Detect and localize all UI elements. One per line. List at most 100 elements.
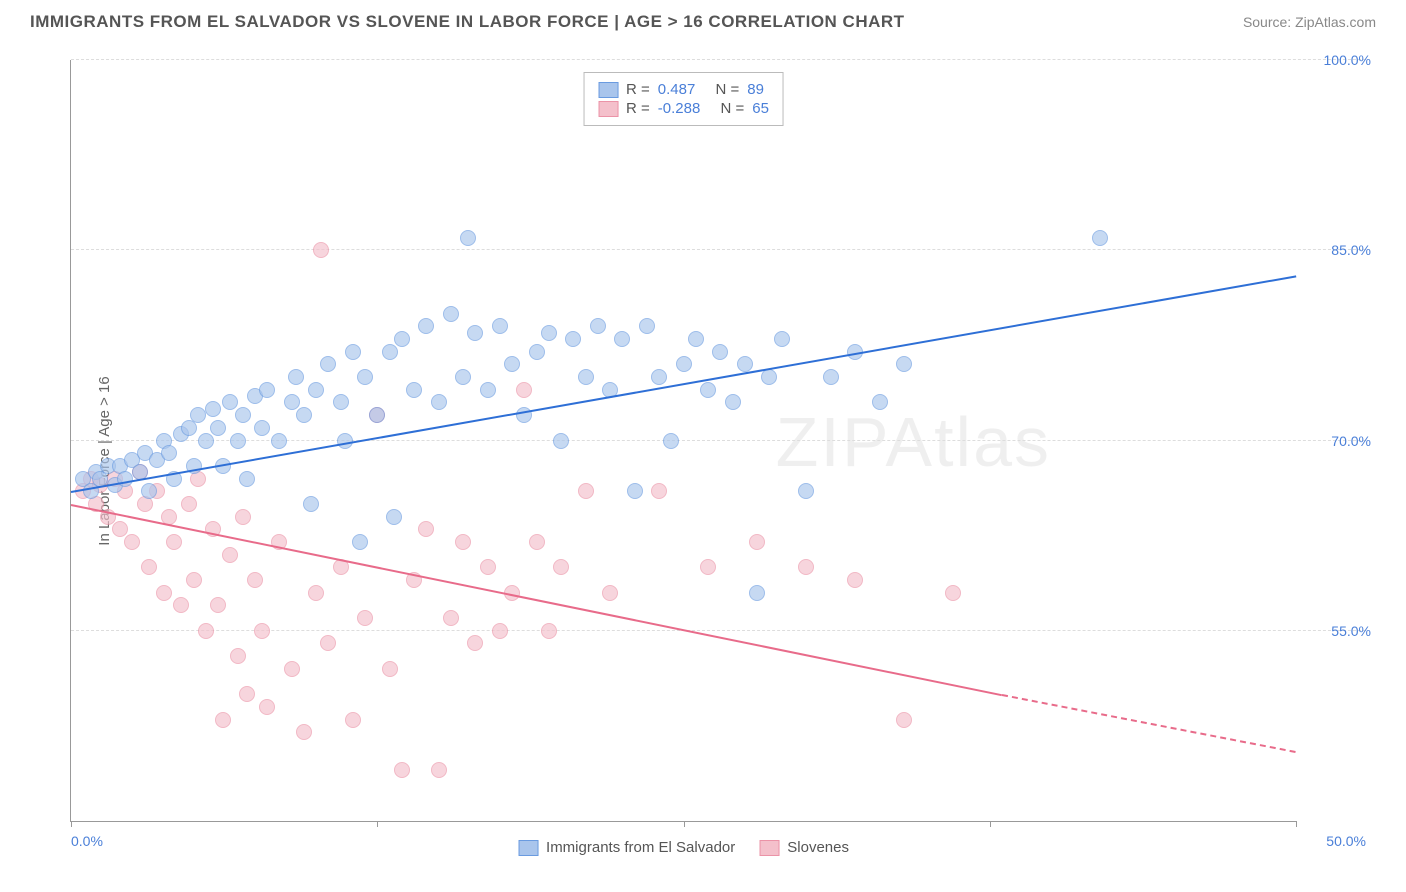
data-point	[198, 623, 214, 639]
y-tick-label: 100.0%	[1324, 52, 1371, 68]
data-point	[418, 521, 434, 537]
data-point	[431, 394, 447, 410]
data-point	[198, 433, 214, 449]
data-point	[190, 407, 206, 423]
data-point	[124, 534, 140, 550]
data-point	[553, 559, 569, 575]
y-tick-label: 70.0%	[1331, 433, 1371, 449]
data-point	[798, 483, 814, 499]
data-point	[553, 433, 569, 449]
x-tick	[377, 821, 378, 827]
data-point	[418, 318, 434, 334]
x-tick	[1296, 821, 1297, 827]
trend-line	[71, 276, 1296, 494]
r-value-series1: 0.487	[658, 81, 696, 98]
data-point	[112, 521, 128, 537]
n-value-series2: 65	[752, 100, 769, 117]
data-point	[492, 318, 508, 334]
data-point	[516, 382, 532, 398]
data-point	[382, 661, 398, 677]
data-point	[296, 407, 312, 423]
data-point	[651, 483, 667, 499]
data-point	[712, 344, 728, 360]
chart-header: IMMIGRANTS FROM EL SALVADOR VS SLOVENE I…	[0, 0, 1406, 40]
data-point	[406, 382, 422, 398]
data-point	[578, 483, 594, 499]
data-point	[210, 420, 226, 436]
data-point	[333, 394, 349, 410]
data-point	[627, 483, 643, 499]
data-point	[480, 559, 496, 575]
gridline	[71, 249, 1366, 250]
data-point	[284, 394, 300, 410]
data-point	[210, 597, 226, 613]
data-point	[455, 534, 471, 550]
legend-swatch-series1	[518, 840, 538, 856]
n-value-series1: 89	[747, 81, 764, 98]
data-point	[823, 369, 839, 385]
data-point	[798, 559, 814, 575]
data-point	[288, 369, 304, 385]
data-point	[235, 509, 251, 525]
data-point	[467, 635, 483, 651]
x-tick	[990, 821, 991, 827]
data-point	[161, 445, 177, 461]
data-point	[639, 318, 655, 334]
data-point	[602, 585, 618, 601]
x-tick	[71, 821, 72, 827]
data-point	[896, 356, 912, 372]
data-point	[181, 496, 197, 512]
data-point	[230, 433, 246, 449]
data-point	[313, 242, 329, 258]
data-point	[337, 433, 353, 449]
data-point	[725, 394, 741, 410]
chart-title: IMMIGRANTS FROM EL SALVADOR VS SLOVENE I…	[30, 12, 905, 32]
legend-swatch-series2	[759, 840, 779, 856]
data-point	[254, 420, 270, 436]
data-point	[247, 572, 263, 588]
data-point	[284, 661, 300, 677]
data-point	[663, 433, 679, 449]
y-tick-label: 85.0%	[1331, 242, 1371, 258]
data-point	[308, 382, 324, 398]
data-point	[230, 648, 246, 664]
data-point	[467, 325, 483, 341]
data-point	[357, 610, 373, 626]
swatch-series1	[598, 82, 618, 98]
data-point	[254, 623, 270, 639]
swatch-series2	[598, 101, 618, 117]
data-point	[847, 572, 863, 588]
legend-label-series1: Immigrants from El Salvador	[546, 839, 735, 856]
data-point	[761, 369, 777, 385]
data-point	[541, 325, 557, 341]
data-point	[614, 331, 630, 347]
chart-area: In Labor Force | Age > 16 ZIPAtlas R = 0…	[30, 50, 1386, 872]
data-point	[141, 559, 157, 575]
data-point	[749, 534, 765, 550]
data-point	[431, 762, 447, 778]
r-label: R =	[626, 100, 650, 117]
data-point	[320, 635, 336, 651]
data-point	[651, 369, 667, 385]
data-point	[303, 496, 319, 512]
data-point	[443, 306, 459, 322]
gridline	[71, 440, 1366, 441]
r-value-series2: -0.288	[658, 100, 701, 117]
data-point	[222, 394, 238, 410]
stats-row-series1: R = 0.487 N = 89	[598, 81, 769, 98]
data-point	[357, 369, 373, 385]
data-point	[215, 712, 231, 728]
bottom-legend: Immigrants from El Salvador Slovenes	[518, 839, 849, 856]
data-point	[1092, 230, 1108, 246]
data-point	[222, 547, 238, 563]
data-point	[492, 623, 508, 639]
source-link[interactable]: ZipAtlas.com	[1295, 14, 1376, 30]
data-point	[394, 762, 410, 778]
data-point	[590, 318, 606, 334]
data-point	[676, 356, 692, 372]
y-tick-label: 55.0%	[1331, 623, 1371, 639]
data-point	[186, 572, 202, 588]
data-point	[166, 534, 182, 550]
data-point	[308, 585, 324, 601]
watermark-text: ZIPAtlas	[776, 402, 1051, 482]
